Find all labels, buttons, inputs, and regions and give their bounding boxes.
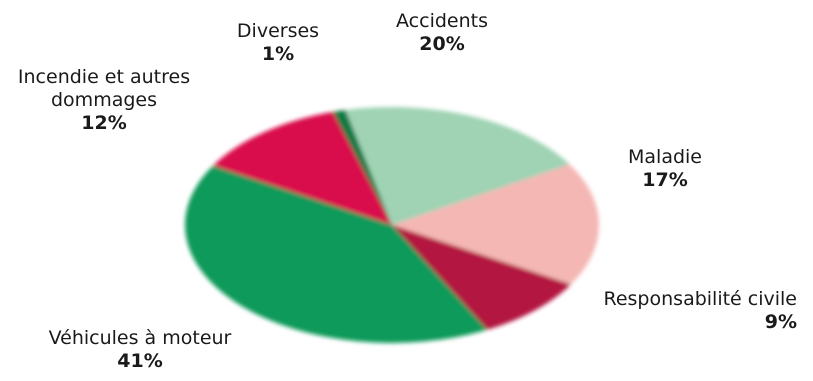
slice-label-percent: 41% [117,350,163,372]
slice-label-name-line2: dommages [51,89,157,111]
slice-diverses [332,110,392,225]
slice-label-maladie: Maladie 17% [628,146,702,192]
slice-label-name: Maladie [628,146,702,168]
slice-label-vehicules: Véhicules à moteur 41% [49,327,232,373]
slice-label-name: Diverses [236,20,320,42]
slice-label-incendie: Incendie et autres dommages 12% [18,66,190,135]
slice-label-name: Responsabilité civile [603,288,798,310]
slice-maladie [392,164,599,285]
slice-label-name-line1: Incendie et autres [17,66,191,88]
slice-vehicules-a-moteur [185,165,488,343]
slice-accidents [345,106,570,225]
slice-label-name: Véhicules à moteur [48,327,232,349]
slice-label-responsabilite-civile: Responsabilité civile 9% [604,288,798,334]
slice-incendie [213,111,392,225]
slice-label-accidents: Accidents 20% [396,10,488,56]
slice-label-percent: 1% [261,43,295,65]
slice-label-diverses: Diverses 1% [237,20,319,66]
slice-label-name: Accidents [396,10,488,32]
slice-label-percent: 9% [764,311,797,333]
slice-label-percent: 12% [81,112,127,134]
slice-label-percent: 17% [642,169,688,191]
slice-label-percent: 20% [419,33,465,55]
slice-responsabilite-civile [392,225,571,330]
